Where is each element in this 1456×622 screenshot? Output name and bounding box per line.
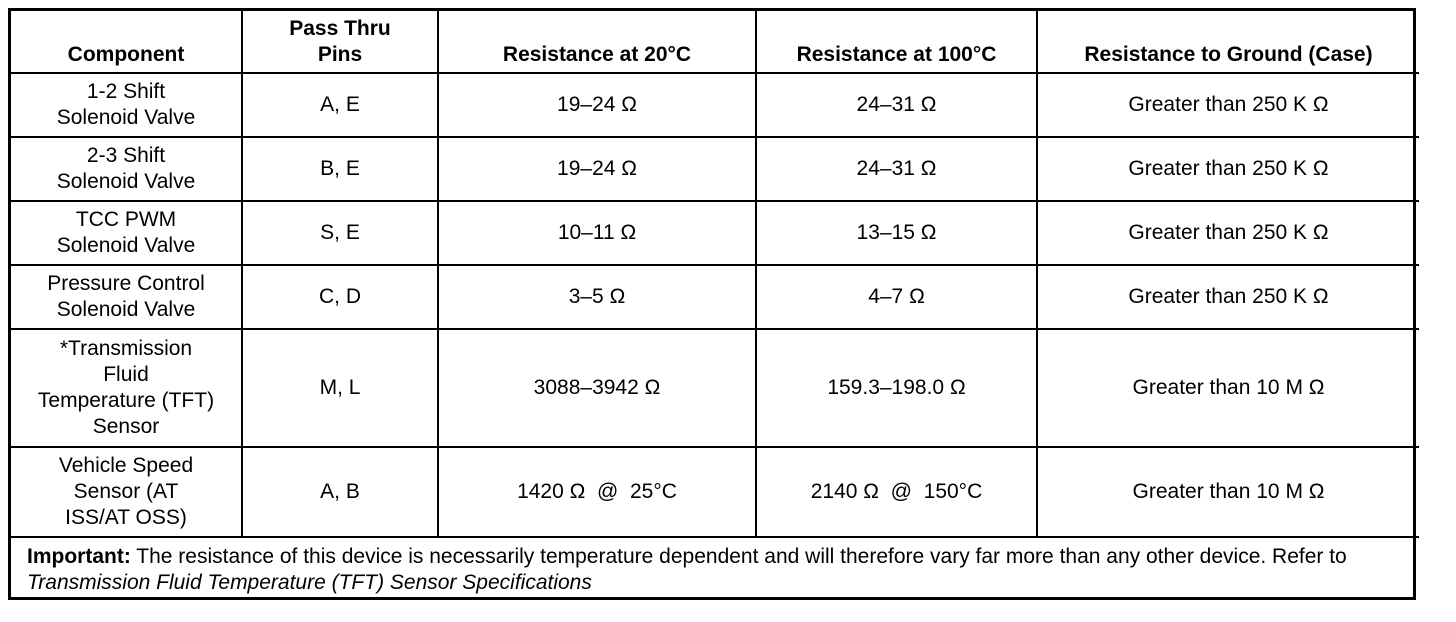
header-pass-thru-pins: Pass Thru Pins (241, 11, 439, 74)
resistance-ground-cell: Greater than 250 K Ω (1036, 200, 1419, 266)
resistance-ground-cell: Greater than 250 K Ω (1036, 72, 1419, 138)
component-cell: TCC PWM Solenoid Valve (11, 200, 243, 266)
header-resistance-to-ground: Resistance to Ground (Case) (1036, 11, 1419, 74)
note-label: Important: (27, 544, 131, 568)
pins-cell: M, L (241, 328, 439, 448)
table-row: *Transmission Fluid Temperature (TFT) Se… (11, 328, 1419, 448)
resistance-ground-cell: Greater than 250 K Ω (1036, 136, 1419, 202)
note-text: The resistance of this device is necessa… (130, 544, 1347, 568)
resistance-20c-cell: 19–24 Ω (437, 72, 757, 138)
pins-cell: A, B (241, 446, 439, 538)
important-note: Important: The resistance of this device… (11, 536, 1419, 601)
resistance-20c-cell: 1420 Ω @ 25°C (437, 446, 757, 538)
header-component: Component (11, 11, 243, 74)
resistance-20c-cell: 3088–3942 Ω (437, 328, 757, 448)
header-row: Component Pass Thru Pins Resistance at 2… (11, 11, 1419, 74)
pins-cell: S, E (241, 200, 439, 266)
component-cell: 2-3 Shift Solenoid Valve (11, 136, 243, 202)
table-row: Vehicle Speed Sensor (AT ISS/AT OSS) A, … (11, 446, 1419, 538)
table-row: 2-3 Shift Solenoid Valve B, E 19–24 Ω 24… (11, 136, 1419, 202)
component-cell: 1-2 Shift Solenoid Valve (11, 72, 243, 138)
resistance-100c-cell: 24–31 Ω (755, 72, 1038, 138)
pins-cell: A, E (241, 72, 439, 138)
resistance-spec-table-frame: Component Pass Thru Pins Resistance at 2… (8, 8, 1419, 601)
resistance-ground-cell: Greater than 250 K Ω (1036, 264, 1419, 330)
resistance-100c-cell: 2140 Ω @ 150°C (755, 446, 1038, 538)
component-cell: Pressure Control Solenoid Valve (11, 264, 243, 330)
header-resistance-20c: Resistance at 20°C (437, 11, 757, 74)
component-cell: *Transmission Fluid Temperature (TFT) Se… (11, 328, 243, 448)
pins-cell: C, D (241, 264, 439, 330)
resistance-100c-cell: 24–31 Ω (755, 136, 1038, 202)
table-row: 1-2 Shift Solenoid Valve A, E 19–24 Ω 24… (11, 72, 1419, 138)
component-cell: Vehicle Speed Sensor (AT ISS/AT OSS) (11, 446, 243, 538)
note-reference: Transmission Fluid Temperature (TFT) Sen… (27, 570, 592, 594)
table-row: Pressure Control Solenoid Valve C, D 3–5… (11, 264, 1419, 330)
pins-cell: B, E (241, 136, 439, 202)
header-resistance-100c: Resistance at 100°C (755, 11, 1038, 74)
resistance-100c-cell: 4–7 Ω (755, 264, 1038, 330)
resistance-100c-cell: 13–15 Ω (755, 200, 1038, 266)
resistance-100c-cell: 159.3–198.0 Ω (755, 328, 1038, 448)
resistance-spec-table: Component Pass Thru Pins Resistance at 2… (11, 11, 1419, 601)
resistance-20c-cell: 19–24 Ω (437, 136, 757, 202)
resistance-ground-cell: Greater than 10 M Ω (1036, 328, 1419, 448)
resistance-20c-cell: 3–5 Ω (437, 264, 757, 330)
resistance-20c-cell: 10–11 Ω (437, 200, 757, 266)
table-row: TCC PWM Solenoid Valve S, E 10–11 Ω 13–1… (11, 200, 1419, 266)
note-row: Important: The resistance of this device… (11, 536, 1419, 601)
resistance-ground-cell: Greater than 10 M Ω (1036, 446, 1419, 538)
